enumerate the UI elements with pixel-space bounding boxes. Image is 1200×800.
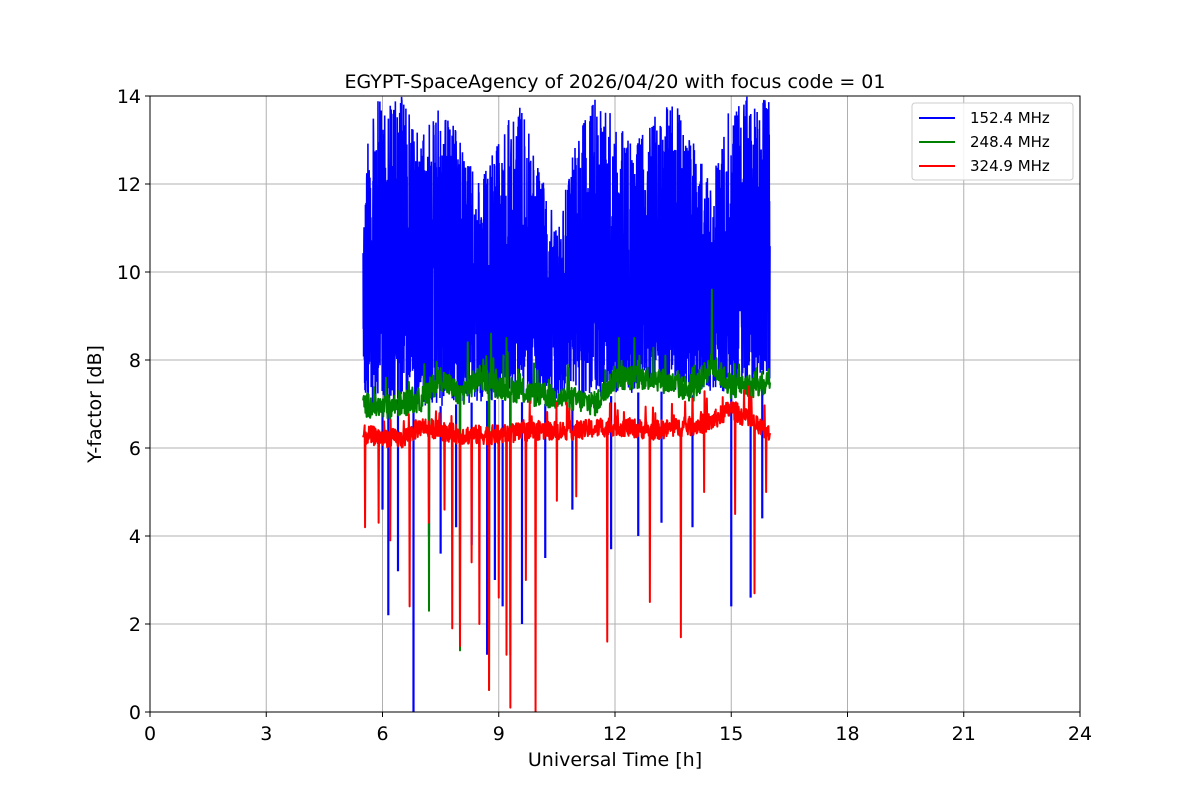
x-tick-label: 9: [493, 723, 505, 745]
legend-entry-label: 152.4 MHz: [970, 109, 1050, 127]
chart-title: EGYPT-SpaceAgency of 2026/04/20 with foc…: [345, 71, 886, 93]
x-axis-label: Universal Time [h]: [528, 749, 702, 771]
y-tick-label: 2: [129, 614, 141, 636]
series-line-324-9-mhz: [362, 385, 771, 712]
y-tick-label: 14: [117, 86, 141, 108]
y-axis-label: Y-factor [dB]: [84, 345, 106, 464]
legend-entry-label: 324.9 MHz: [970, 157, 1050, 175]
series-line-152-4-mhz: [362, 96, 771, 416]
legend: 152.4 MHz 248.4 MHz 324.9 MHz: [911, 102, 1074, 181]
x-tick-label: 12: [603, 723, 627, 745]
y-tick-label: 10: [117, 262, 141, 284]
x-tick-label: 15: [719, 723, 743, 745]
x-tick-label: 6: [376, 723, 388, 745]
y-tick-label: 0: [129, 702, 141, 724]
y-tick-label: 8: [129, 350, 141, 372]
y-tick-label: 6: [129, 438, 141, 460]
x-tick-label: 3: [260, 723, 272, 745]
x-tick-label: 24: [1068, 723, 1092, 745]
legend-box: [911, 102, 1074, 181]
y-tick-label: 4: [129, 526, 141, 548]
series-layer: [362, 96, 771, 712]
legend-entry-label: 248.4 MHz: [970, 133, 1050, 151]
y-tick-label: 12: [117, 174, 141, 196]
x-tick-label: 21: [952, 723, 976, 745]
x-tick-label: 0: [144, 723, 156, 745]
x-tick-label: 18: [835, 723, 859, 745]
